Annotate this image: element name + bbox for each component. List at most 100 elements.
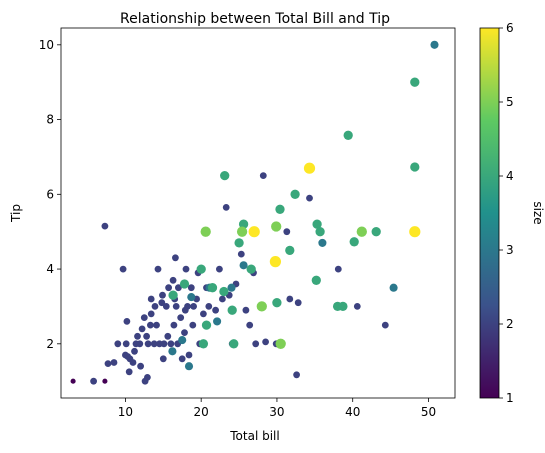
data-point (293, 371, 300, 379)
colorbar-tick-label: 3 (506, 243, 514, 257)
data-point (219, 286, 229, 297)
data-point (165, 284, 172, 292)
data-point (410, 77, 420, 87)
data-point (200, 226, 211, 237)
data-point (334, 265, 342, 273)
data-point (234, 238, 244, 248)
data-point (389, 283, 398, 292)
data-point (159, 355, 167, 363)
data-point (177, 314, 185, 321)
data-point (303, 162, 316, 174)
data-point (140, 314, 148, 321)
data-point (216, 265, 223, 273)
y-tick-label: 8 (46, 113, 54, 127)
data-point (430, 40, 439, 49)
x-axis-label: Total bill (229, 429, 279, 443)
data-point (144, 340, 152, 348)
data-point (283, 228, 291, 236)
data-point (169, 276, 177, 284)
data-point (172, 303, 180, 310)
data-point (178, 336, 187, 345)
data-point (153, 321, 160, 329)
data-point (178, 355, 186, 363)
data-point (110, 359, 118, 366)
data-point (143, 332, 150, 340)
data-point (410, 162, 420, 172)
data-point (343, 130, 353, 140)
data-point (269, 255, 282, 268)
data-point (187, 293, 196, 302)
data-point (131, 347, 138, 355)
data-point (409, 226, 421, 238)
data-point (275, 204, 285, 214)
data-point (151, 303, 159, 310)
data-point (150, 340, 158, 348)
data-point (147, 310, 155, 318)
data-point (101, 222, 109, 230)
data-point (290, 189, 300, 199)
data-point (172, 254, 179, 262)
data-point (122, 340, 130, 348)
data-point (246, 264, 256, 274)
data-point (271, 221, 282, 232)
data-point (207, 283, 218, 293)
y-axis-label: Tip (9, 204, 23, 223)
colorbar-tick-label: 1 (506, 391, 514, 405)
data-point (311, 275, 321, 285)
data-point (205, 303, 213, 310)
colorbar-tick-label: 2 (506, 317, 514, 331)
data-point (168, 290, 178, 300)
y-tick-label: 4 (46, 262, 54, 276)
data-point (102, 378, 108, 384)
y-axis: 2 4 6 8 10 (39, 38, 61, 351)
colorbar-ticks: 1 2 3 4 5 6 (499, 21, 514, 405)
data-point (349, 237, 359, 247)
data-point (381, 321, 389, 329)
data-point (162, 303, 170, 310)
data-point (114, 340, 122, 348)
data-point (187, 284, 195, 292)
data-point (239, 261, 248, 270)
data-point (164, 332, 172, 340)
data-point (338, 301, 348, 312)
colorbar-gradient (480, 28, 499, 398)
data-point (256, 301, 267, 312)
data-point (213, 317, 222, 326)
data-point (242, 306, 250, 314)
data-point (246, 321, 254, 329)
data-point (294, 299, 302, 307)
data-point (229, 339, 239, 349)
points-layer (70, 40, 439, 385)
data-point (181, 306, 189, 314)
data-point (189, 321, 197, 329)
data-point (129, 359, 137, 366)
data-point (182, 265, 190, 273)
x-tick-label: 30 (269, 405, 284, 419)
data-point (356, 226, 367, 237)
data-point (222, 204, 230, 211)
data-point (70, 378, 76, 384)
data-point (238, 219, 249, 229)
data-point (252, 340, 260, 348)
colorbar-tick-label: 6 (506, 21, 514, 35)
data-point (286, 295, 294, 303)
data-point (147, 321, 154, 329)
data-point (318, 238, 327, 247)
data-point (181, 329, 188, 336)
data-point (136, 340, 144, 348)
x-axis: 10 20 30 40 50 (118, 398, 436, 419)
chart-title: Relationship between Total Bill and Tip (120, 11, 390, 27)
colorbar-label: size (531, 201, 545, 224)
x-tick-label: 50 (421, 405, 436, 419)
y-tick-label: 6 (46, 187, 54, 201)
data-point (137, 362, 144, 370)
data-point (119, 265, 127, 273)
data-point (196, 264, 206, 274)
data-point (170, 321, 178, 329)
data-point (190, 303, 197, 310)
y-tick-label: 10 (39, 38, 54, 52)
data-point (312, 219, 322, 229)
data-point (220, 170, 230, 181)
data-point (237, 250, 245, 258)
